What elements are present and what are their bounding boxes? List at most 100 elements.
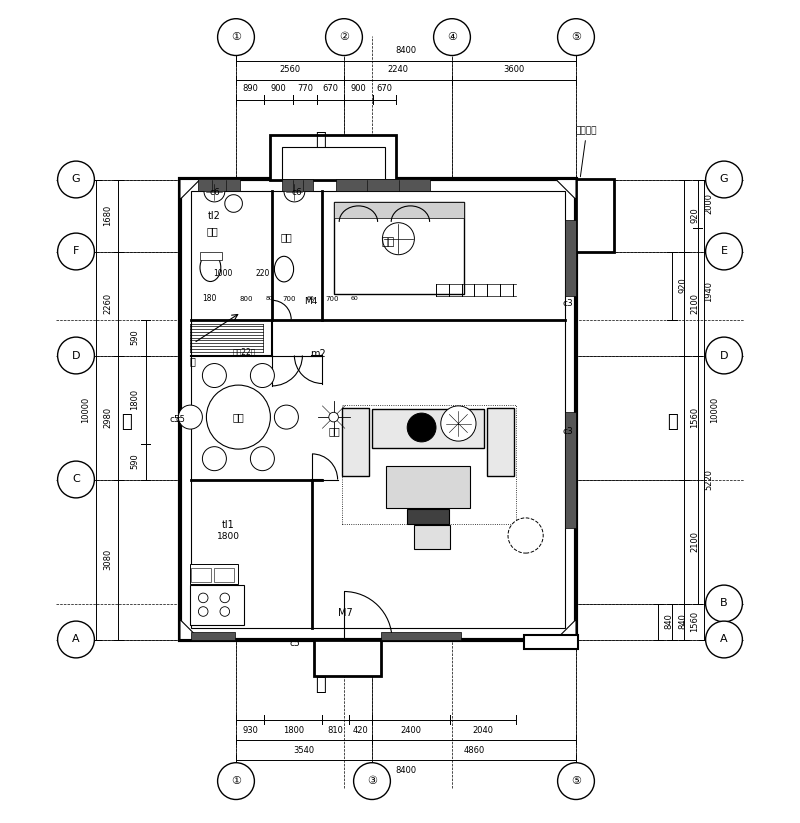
Circle shape bbox=[706, 161, 742, 198]
Text: 920: 920 bbox=[690, 207, 699, 223]
Text: 3600: 3600 bbox=[503, 65, 525, 74]
Bar bbox=[214, 568, 234, 582]
Text: 60: 60 bbox=[350, 296, 358, 301]
Text: 920: 920 bbox=[678, 277, 687, 293]
Circle shape bbox=[58, 337, 94, 374]
Text: 1940: 1940 bbox=[704, 281, 713, 302]
Text: F: F bbox=[73, 247, 79, 257]
Bar bbox=[342, 405, 516, 523]
Bar bbox=[487, 407, 514, 476]
Text: ①: ① bbox=[231, 776, 241, 786]
Circle shape bbox=[206, 385, 270, 449]
Circle shape bbox=[198, 593, 208, 602]
Bar bbox=[524, 635, 578, 649]
Text: 西: 西 bbox=[314, 677, 326, 694]
Text: 东: 东 bbox=[314, 131, 326, 148]
Text: c3: c3 bbox=[562, 427, 574, 436]
Text: 1800: 1800 bbox=[282, 726, 304, 735]
Bar bbox=[190, 585, 244, 625]
Bar bbox=[190, 565, 238, 584]
Bar bbox=[414, 525, 450, 549]
Polygon shape bbox=[180, 620, 200, 639]
Text: 670: 670 bbox=[377, 84, 393, 93]
Bar bbox=[282, 146, 385, 179]
Circle shape bbox=[558, 19, 594, 55]
Text: ⑤: ⑤ bbox=[571, 32, 581, 42]
Circle shape bbox=[407, 413, 436, 442]
Circle shape bbox=[220, 607, 230, 616]
Text: 上: 上 bbox=[189, 356, 195, 366]
Text: 10000: 10000 bbox=[710, 397, 719, 423]
Circle shape bbox=[706, 233, 742, 270]
Circle shape bbox=[250, 364, 274, 388]
Text: M4: M4 bbox=[304, 297, 317, 306]
Text: ③: ③ bbox=[367, 776, 377, 786]
Bar bbox=[334, 202, 464, 294]
Polygon shape bbox=[556, 620, 576, 639]
Circle shape bbox=[204, 181, 225, 202]
Bar bbox=[372, 409, 484, 448]
Text: 踏步22步: 踏步22步 bbox=[232, 347, 256, 356]
Text: 670: 670 bbox=[322, 84, 338, 93]
Text: 2240: 2240 bbox=[387, 65, 409, 74]
Bar bbox=[336, 179, 430, 191]
Text: 590: 590 bbox=[130, 453, 139, 469]
Polygon shape bbox=[556, 179, 576, 199]
Text: 北: 北 bbox=[121, 413, 132, 431]
Text: 590: 590 bbox=[130, 330, 139, 346]
Text: c6: c6 bbox=[209, 188, 220, 197]
Text: E: E bbox=[721, 247, 727, 257]
Circle shape bbox=[274, 405, 298, 429]
Text: 2040: 2040 bbox=[472, 726, 494, 735]
Text: 1680: 1680 bbox=[103, 205, 112, 226]
Text: 8400: 8400 bbox=[395, 766, 417, 775]
Text: 900: 900 bbox=[350, 84, 366, 93]
Text: 840: 840 bbox=[665, 614, 674, 630]
Bar bbox=[191, 632, 235, 639]
Circle shape bbox=[354, 763, 390, 799]
Circle shape bbox=[58, 461, 94, 498]
Text: 客厅: 客厅 bbox=[329, 426, 340, 436]
Text: 餐厅: 餐厅 bbox=[233, 412, 244, 422]
Circle shape bbox=[706, 621, 742, 658]
Circle shape bbox=[508, 518, 543, 553]
Circle shape bbox=[202, 364, 226, 388]
Bar bbox=[314, 639, 381, 676]
Text: 卧室: 卧室 bbox=[382, 237, 394, 247]
Text: 1560: 1560 bbox=[690, 407, 699, 428]
Circle shape bbox=[250, 447, 274, 471]
Bar bbox=[191, 191, 565, 628]
Circle shape bbox=[58, 161, 94, 198]
Bar bbox=[565, 220, 576, 295]
Text: ①: ① bbox=[231, 32, 241, 42]
Bar bbox=[191, 568, 211, 582]
Bar bbox=[198, 179, 240, 191]
Circle shape bbox=[441, 406, 476, 441]
Bar bbox=[282, 179, 313, 191]
Text: 2100: 2100 bbox=[690, 293, 699, 314]
Bar bbox=[270, 136, 396, 179]
Text: 800: 800 bbox=[240, 295, 253, 302]
Bar bbox=[180, 179, 576, 639]
Bar bbox=[576, 179, 614, 252]
Bar bbox=[334, 202, 464, 218]
Text: 1800: 1800 bbox=[130, 389, 139, 410]
Circle shape bbox=[220, 593, 230, 602]
Ellipse shape bbox=[200, 253, 221, 281]
Ellipse shape bbox=[274, 256, 294, 282]
Bar bbox=[386, 466, 470, 508]
Text: D: D bbox=[72, 351, 80, 360]
Text: 60: 60 bbox=[306, 296, 314, 301]
Text: 2100: 2100 bbox=[690, 531, 699, 552]
Circle shape bbox=[58, 621, 94, 658]
Bar bbox=[200, 252, 222, 259]
Text: 890: 890 bbox=[242, 84, 258, 93]
Circle shape bbox=[178, 405, 202, 429]
Circle shape bbox=[198, 607, 208, 616]
Bar bbox=[381, 632, 461, 639]
Text: A: A bbox=[720, 635, 728, 644]
Text: B: B bbox=[720, 598, 728, 608]
Circle shape bbox=[326, 19, 362, 55]
Text: 900: 900 bbox=[270, 84, 286, 93]
Text: 公卫: 公卫 bbox=[206, 226, 218, 235]
